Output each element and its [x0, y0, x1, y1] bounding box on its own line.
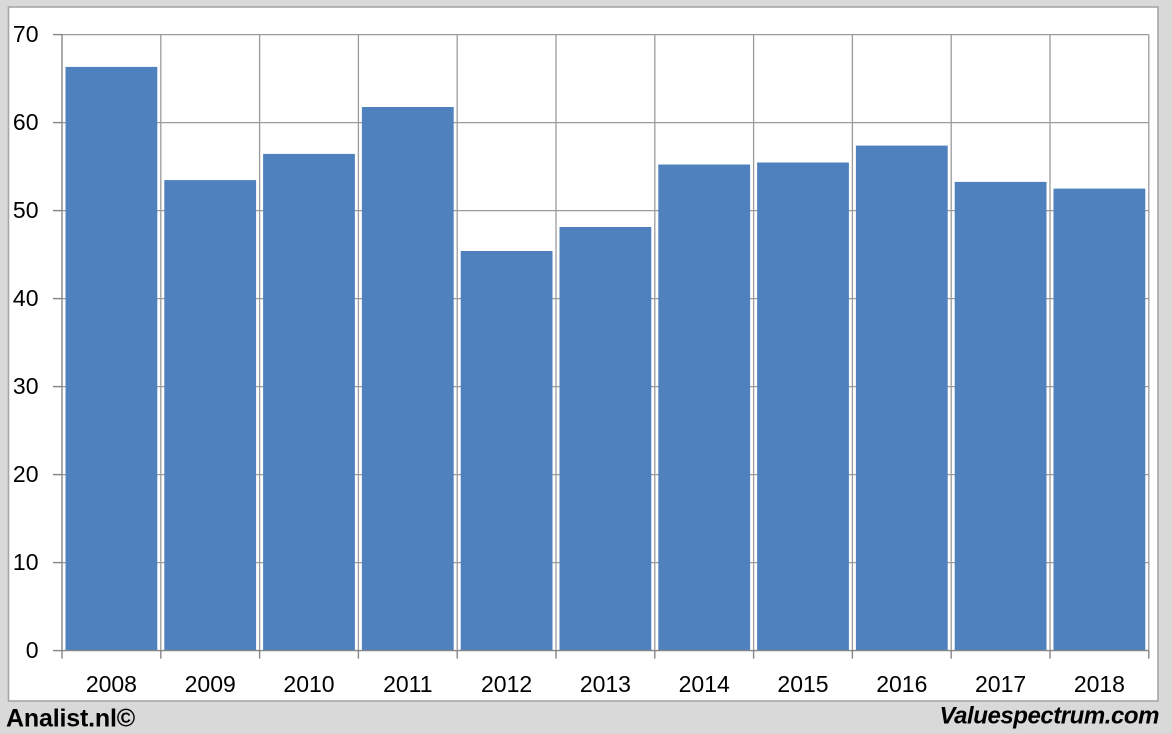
- svg-text:2017: 2017: [975, 671, 1026, 697]
- svg-text:20: 20: [13, 461, 39, 487]
- svg-text:40: 40: [13, 285, 39, 311]
- svg-text:2010: 2010: [283, 671, 334, 697]
- svg-text:2016: 2016: [876, 671, 927, 697]
- svg-text:Analist.nl©: Analist.nl©: [6, 704, 136, 732]
- svg-text:2008: 2008: [86, 671, 137, 697]
- svg-text:0: 0: [26, 637, 39, 663]
- svg-text:2011: 2011: [383, 671, 432, 697]
- svg-text:2012: 2012: [481, 671, 532, 697]
- svg-text:60: 60: [13, 109, 39, 135]
- svg-text:50: 50: [13, 197, 39, 223]
- svg-text:Valuespectrum.com: Valuespectrum.com: [939, 703, 1159, 730]
- svg-text:2015: 2015: [777, 671, 828, 697]
- svg-text:2014: 2014: [679, 671, 730, 697]
- svg-text:70: 70: [13, 21, 39, 47]
- svg-text:10: 10: [13, 549, 39, 575]
- svg-text:2018: 2018: [1074, 671, 1125, 697]
- svg-text:30: 30: [13, 373, 39, 399]
- svg-text:2009: 2009: [185, 671, 236, 697]
- svg-text:2013: 2013: [580, 671, 631, 697]
